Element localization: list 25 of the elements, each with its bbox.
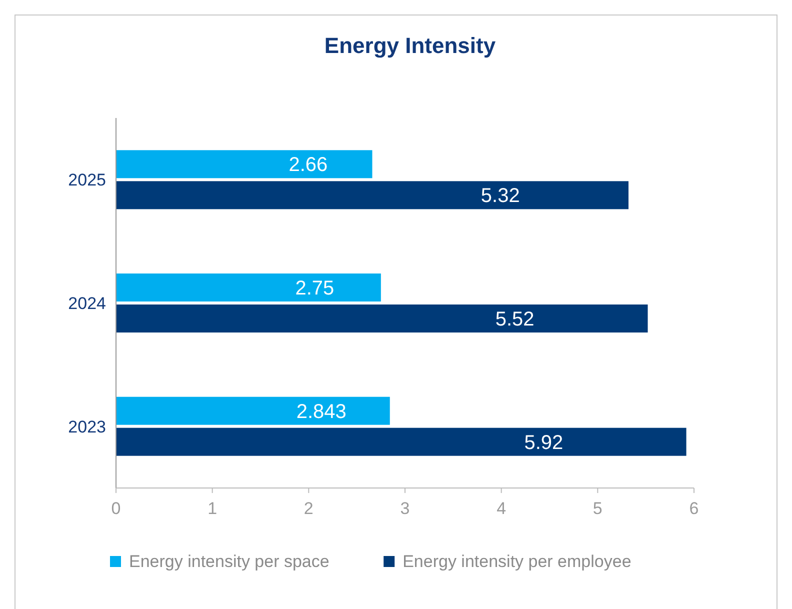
x-tick-label: 5 <box>592 499 602 518</box>
legend-label: Energy intensity per space <box>129 552 330 571</box>
x-tick-label: 1 <box>208 499 218 518</box>
x-tick-label: 4 <box>496 499 506 518</box>
bar <box>116 181 628 210</box>
x-tick-label: 0 <box>111 499 121 518</box>
y-tick-label: 2024 <box>68 294 106 313</box>
x-tick-label: 3 <box>400 499 410 518</box>
bar <box>116 150 372 178</box>
y-tick-label: 2025 <box>68 170 106 190</box>
data-label: 5.52 <box>495 308 534 330</box>
legend-label: Energy intensity per employee <box>402 552 632 571</box>
data-label: 2.66 <box>288 154 328 176</box>
bar <box>116 304 648 332</box>
x-tick-label: 6 <box>689 499 699 518</box>
data-label: 5.92 <box>524 432 564 454</box>
bar <box>116 274 381 302</box>
data-label: 2.843 <box>296 400 346 423</box>
bar <box>116 428 686 456</box>
y-tick-label: 2023 <box>68 417 106 436</box>
chart-title: Energy Intensity <box>324 33 496 58</box>
x-tick-label: 2 <box>304 499 314 518</box>
data-label: 5.32 <box>480 185 520 208</box>
data-label: 2.75 <box>295 278 334 300</box>
bar <box>116 396 390 425</box>
